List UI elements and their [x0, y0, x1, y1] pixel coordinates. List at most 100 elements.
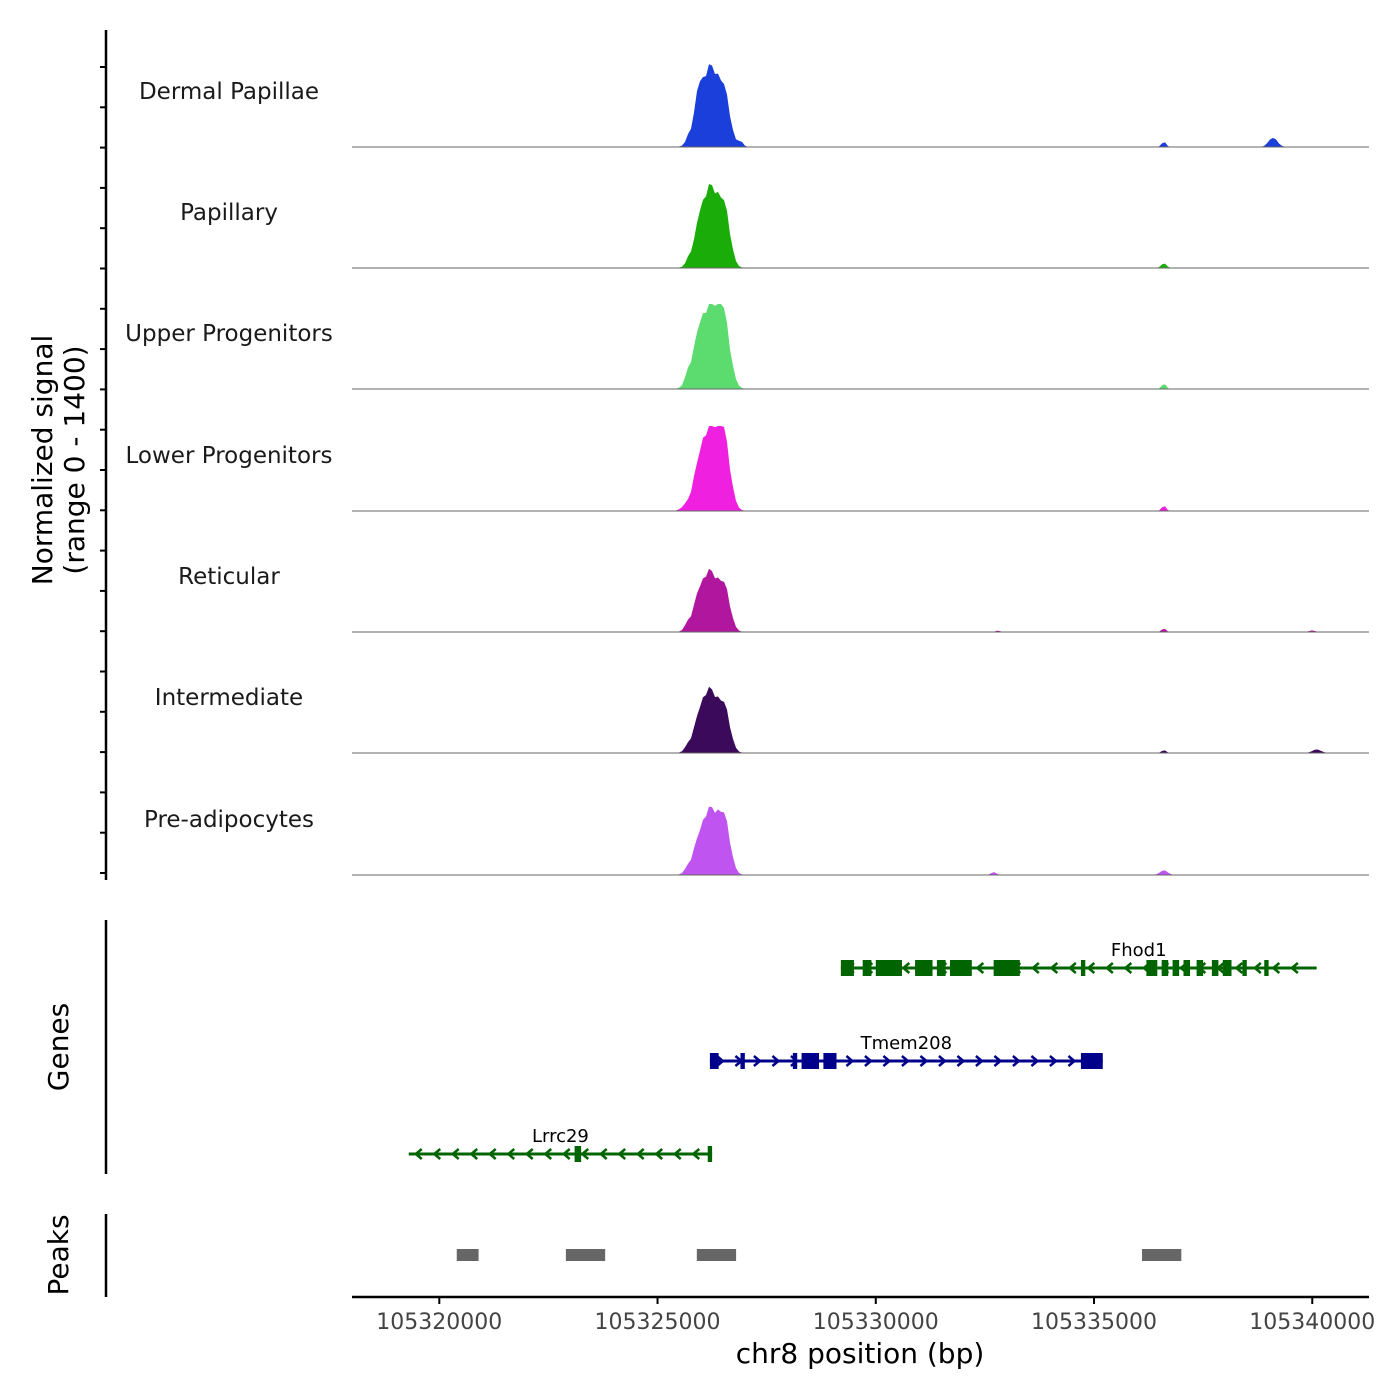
signal-y-axis-ticks — [100, 66, 106, 874]
strand-arrow — [1049, 962, 1059, 974]
track-intermediate: Intermediate — [155, 685, 1369, 754]
signal-area — [352, 806, 1369, 875]
strand-arrow — [956, 1055, 966, 1067]
strand-arrow — [672, 1148, 682, 1160]
strand-arrow — [691, 1148, 701, 1160]
strand-arrow — [993, 1055, 1003, 1067]
gene-lrrc29: Lrrc29 — [408, 1126, 713, 1162]
signal-area — [352, 426, 1369, 511]
gene-exon — [801, 1053, 820, 1069]
gene-exon — [1264, 960, 1269, 976]
strand-arrow — [1234, 962, 1244, 974]
x-axis-ticks: 105320000 105325000 105330000 105335000 1053… — [376, 1297, 1375, 1335]
x-tick-label: 105340000 — [1249, 1310, 1375, 1335]
genes-axis-label: Genes — [42, 1003, 75, 1091]
gene-label: Fhod1 — [1111, 940, 1167, 961]
gene-exon — [1161, 960, 1169, 976]
signal-area — [352, 64, 1369, 147]
track-papillary: Papillary — [180, 184, 1369, 269]
gene-exon — [1146, 960, 1158, 976]
track-label: Lower Progenitors — [126, 443, 333, 469]
strand-arrow — [1104, 962, 1114, 974]
y-axis-title-line1: Normalized signal — [26, 335, 59, 586]
strand-arrow — [975, 962, 985, 974]
strand-arrow — [919, 1055, 929, 1067]
gene-exon — [823, 1053, 837, 1069]
peak-region — [565, 1249, 606, 1261]
gene-exon — [574, 1146, 582, 1162]
strand-arrow — [1049, 1055, 1058, 1067]
strand-arrow — [524, 1148, 534, 1160]
strand-arrow — [1012, 1055, 1021, 1067]
track-label: Papillary — [180, 200, 278, 226]
strand-arrow — [1123, 962, 1133, 974]
gene-exon — [1172, 960, 1180, 976]
strand-arrow — [716, 1055, 725, 1067]
strand-arrow — [753, 1055, 762, 1067]
gene-exon — [949, 960, 972, 976]
strand-arrow — [617, 1148, 627, 1160]
peak-region — [696, 1249, 737, 1261]
gene-exon — [709, 1053, 719, 1069]
track-label: Dermal Papillae — [139, 79, 319, 105]
strand-arrow — [1067, 1055, 1077, 1067]
strand-arrow — [635, 1148, 645, 1160]
strand-arrow — [882, 1055, 892, 1067]
strand-arrow — [845, 1055, 855, 1067]
gene-exon — [1080, 1053, 1103, 1069]
gene-exon — [1080, 960, 1086, 976]
strand-arrow — [654, 1148, 664, 1160]
gene-track: Fhod1 Tmem208 Lrrc29 — [408, 940, 1317, 1162]
strand-arrow — [975, 1055, 984, 1067]
gene-exon — [740, 1053, 745, 1069]
peaks-axis-label: Peaks — [42, 1214, 75, 1295]
gene-exon — [875, 960, 902, 976]
gene-exon — [707, 1146, 713, 1162]
strand-arrow — [1289, 962, 1299, 974]
gene-exon — [993, 960, 1020, 976]
gene-tmem208: Tmem208 — [709, 1033, 1103, 1069]
strand-arrow — [1030, 1055, 1040, 1067]
track-lower-progenitors: Lower Progenitors — [126, 426, 1369, 512]
gene-exon — [1196, 960, 1204, 976]
strand-arrow — [561, 1148, 571, 1160]
track-dermal-papillae: Dermal Papillae — [139, 64, 1369, 148]
strand-arrow — [413, 1148, 423, 1160]
gene-exon — [1183, 960, 1191, 976]
track-pre-adipocytes: Pre-adipocytes — [144, 806, 1369, 876]
gene-label: Lrrc29 — [532, 1126, 589, 1147]
strand-arrow — [938, 1055, 947, 1067]
signal-area — [352, 686, 1369, 753]
strand-arrow — [450, 1148, 460, 1160]
strand-arrow — [771, 1055, 781, 1067]
strand-arrow — [1030, 962, 1040, 974]
gene-exon — [915, 960, 933, 976]
strand-arrow — [469, 1148, 479, 1160]
strand-arrow — [901, 1055, 910, 1067]
x-tick-label: 105320000 — [376, 1310, 502, 1335]
track-reticular: Reticular — [178, 564, 1369, 633]
signal-area — [352, 568, 1369, 632]
strand-arrow — [580, 1148, 590, 1160]
track-label: Reticular — [178, 564, 280, 590]
track-label: Upper Progenitors — [125, 321, 333, 347]
strand-arrow — [432, 1148, 442, 1160]
gene-exon — [1222, 960, 1232, 976]
peak-track — [456, 1249, 1182, 1261]
peak-region — [1142, 1249, 1182, 1261]
gene-exon — [1211, 960, 1219, 976]
x-axis-title: chr8 position (bp) — [736, 1337, 985, 1370]
signal-area — [352, 184, 1369, 268]
strand-arrow — [506, 1148, 516, 1160]
x-tick-label: 105325000 — [595, 1310, 721, 1335]
strand-arrow — [1271, 962, 1281, 974]
strand-arrow — [901, 962, 911, 974]
strand-arrow — [598, 1148, 608, 1160]
strand-arrow — [864, 1055, 873, 1067]
track-label: Intermediate — [155, 685, 303, 711]
y-axis-title-line2: (range 0 - 1400) — [58, 345, 91, 574]
x-tick-label: 105335000 — [1031, 1310, 1157, 1335]
track-label: Pre-adipocytes — [144, 807, 314, 833]
y-axis-title: Normalized signal (range 0 - 1400) — [26, 335, 91, 586]
